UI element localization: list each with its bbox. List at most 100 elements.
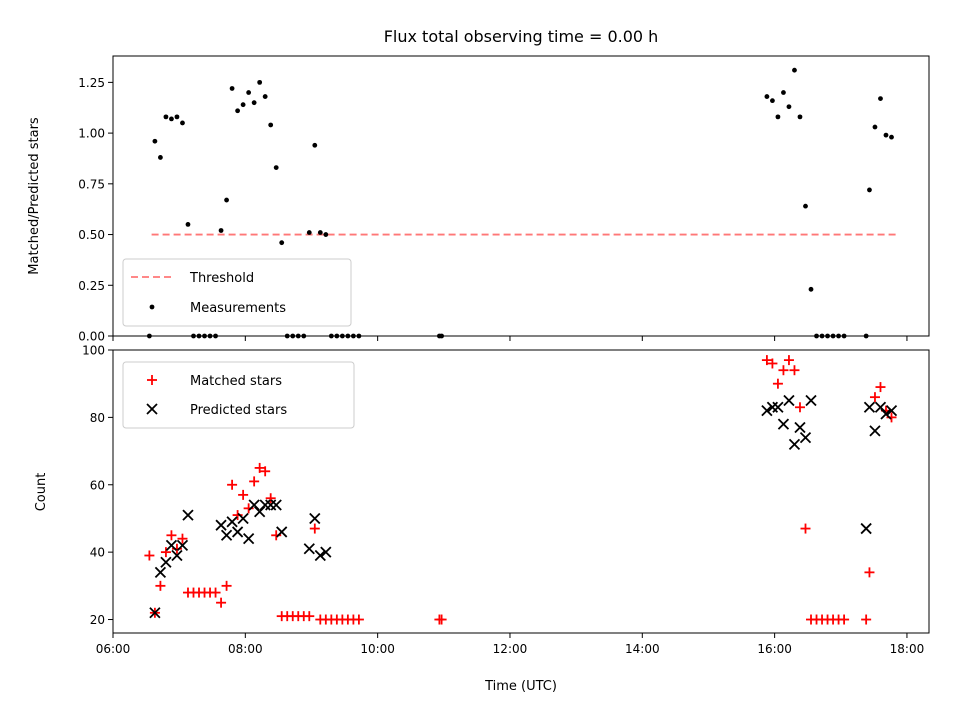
count-y-axis-label: Count — [34, 473, 49, 512]
measurement-point — [273, 165, 279, 170]
predicted-star-point — [226, 516, 238, 528]
measurement-point — [356, 333, 362, 339]
measurement-point — [872, 124, 878, 130]
legend-matched-swatch — [147, 375, 157, 385]
measurement-point — [284, 333, 290, 339]
ratio-x-ticks — [112, 336, 908, 341]
measurement-point — [312, 142, 318, 148]
measurement-point — [196, 333, 202, 339]
measurement-point — [819, 333, 825, 339]
count-y-tick-label: 40 — [90, 546, 105, 560]
measurement-point — [814, 333, 819, 339]
predicted-star-point — [860, 522, 872, 535]
predicted-star-point — [242, 533, 255, 545]
measurement-point — [180, 120, 185, 126]
measurement-point — [268, 122, 274, 128]
measurement-point — [152, 138, 158, 144]
ratio-y-ticks: 0.00 0.25 0.50 0.75 1.00 1.25 — [78, 76, 113, 344]
ratio-y-axis-label: Matched/Predicted stars — [27, 117, 42, 275]
measurement-point — [328, 333, 334, 339]
count-y-ticks: 20 40 60 80 100 — [82, 344, 113, 627]
matched-star-point — [761, 355, 772, 366]
predicted-star-point — [237, 512, 249, 525]
matched-star-point — [869, 392, 880, 403]
x-axis-label: Time (UTC) — [484, 679, 557, 694]
measurement-point — [334, 333, 340, 339]
predicted-star-point — [799, 431, 812, 444]
measurement-point — [792, 67, 797, 73]
matched-star-point — [767, 358, 778, 369]
predicted-star-point — [320, 546, 332, 558]
legend-matched-label: Matched stars — [190, 374, 282, 389]
matched-star-point — [254, 462, 265, 473]
count-x-tick-label: 12:00 — [493, 642, 528, 656]
measurement-point — [797, 114, 803, 120]
matched-star-point — [160, 547, 171, 558]
ratio-y-tick-label: 0.00 — [78, 330, 105, 344]
measurement-point — [169, 116, 174, 122]
ratio-panel: 0.00 0.25 0.50 0.75 1.00 1.25 Matched/Predict… — [27, 55, 930, 344]
measurement-point — [279, 240, 285, 246]
matched-star-point — [794, 402, 805, 413]
measurement-point — [163, 114, 169, 120]
matched-star-point — [772, 378, 783, 389]
predicted-star-point — [215, 519, 227, 531]
predicted-star-point — [182, 509, 194, 521]
predicted-star-point — [270, 499, 282, 511]
count-x-tick-label: 08:00 — [228, 642, 263, 656]
measurement-point — [867, 187, 872, 193]
measurement-point — [775, 114, 781, 120]
matched-star-point — [875, 382, 886, 393]
measurement-point — [185, 222, 191, 227]
matched-star-point — [227, 479, 238, 490]
count-x-tick-label: 18:00 — [890, 642, 925, 656]
predicted-star-point — [160, 556, 172, 568]
matched-star-point — [221, 580, 232, 591]
measurement-point — [301, 333, 307, 339]
ratio-y-tick-label: 0.25 — [78, 279, 105, 293]
count-legend: Matched stars Predicted stars — [122, 361, 355, 429]
predicted-star-point — [805, 394, 817, 407]
predicted-star-point — [303, 543, 315, 555]
predicted-star-point — [772, 401, 784, 413]
measurement-point — [803, 203, 808, 209]
measurement-point — [808, 286, 814, 292]
measurement-point — [439, 333, 445, 339]
matched-star-point — [783, 355, 794, 366]
matched-star-point — [778, 365, 789, 376]
measurement-point — [207, 333, 213, 339]
count-x-tick-label: 16:00 — [757, 642, 792, 656]
measurement-point — [174, 114, 180, 120]
matched-star-point — [271, 530, 282, 541]
legend-measurements-label: Measurements — [190, 301, 286, 316]
matched-star-point — [260, 466, 271, 477]
predicted-star-point — [885, 405, 898, 417]
ratio-legend-box — [122, 258, 352, 327]
measurement-points — [146, 67, 894, 339]
measurement-point — [295, 333, 301, 339]
legend-predicted-label: Predicted stars — [190, 403, 287, 418]
ratio-plot-area — [112, 55, 930, 337]
measurement-point — [213, 333, 218, 339]
measurement-point — [224, 197, 229, 203]
count-plot-area — [112, 349, 930, 634]
matched-star-point — [243, 503, 254, 514]
ratio-y-tick-label: 1.00 — [78, 127, 105, 141]
predicted-star-point — [276, 526, 288, 538]
measurement-point — [323, 232, 329, 237]
chart-title: Flux total observing time = 0.00 h — [384, 27, 659, 46]
measurement-point — [830, 333, 836, 339]
predicted-star-point — [154, 566, 167, 578]
matched-star-point — [210, 587, 221, 598]
measurement-point — [306, 230, 312, 235]
predicted-star-point — [788, 438, 801, 450]
count-x-tick-label: 06:00 — [96, 642, 131, 656]
matched-star-point — [155, 580, 166, 591]
predicted-star-point — [171, 549, 183, 562]
predicted-star-point — [309, 512, 321, 525]
matched-star-point — [177, 533, 188, 544]
count-y-tick-label: 60 — [90, 478, 105, 492]
ratio-y-tick-label: 1.25 — [78, 76, 105, 90]
matched-star-point — [304, 611, 315, 622]
